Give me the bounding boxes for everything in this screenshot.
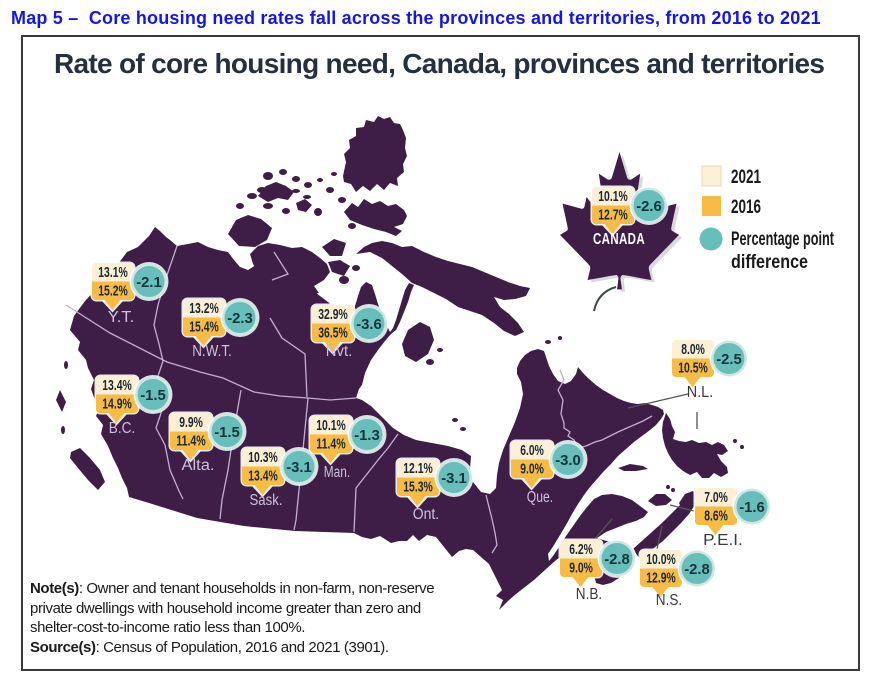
svg-text:10.0%: 10.0% [646,551,676,568]
svg-text:13.4%: 13.4% [248,468,278,485]
svg-text:-2.6: -2.6 [636,198,662,215]
svg-text:14.9%: 14.9% [102,396,132,413]
svg-text:Nvt.: Nvt. [326,343,352,360]
svg-text:CANADA: CANADA [593,231,645,248]
svg-text:-1.3: -1.3 [354,427,380,444]
svg-text:6.2%: 6.2% [569,541,593,558]
svg-text:-2.8: -2.8 [604,551,630,568]
svg-text:10.5%: 10.5% [678,360,708,377]
svg-text:-1.5: -1.5 [214,424,240,441]
svg-text:N.S.: N.S. [656,592,682,609]
svg-text:N.L.: N.L. [687,384,713,401]
svg-text:-3.6: -3.6 [356,316,382,333]
svg-text:12.9%: 12.9% [646,570,676,587]
svg-text:36.5%: 36.5% [318,325,348,342]
svg-text:2021: 2021 [731,167,761,188]
svg-text:Que.: Que. [527,489,553,506]
svg-text:-2.5: -2.5 [716,351,742,368]
svg-text:-3.1: -3.1 [286,459,312,476]
svg-text:10.1%: 10.1% [316,417,346,434]
svg-text:B.C.: B.C. [109,420,135,437]
svg-text:11.4%: 11.4% [176,433,206,450]
svg-text:9.0%: 9.0% [520,461,544,478]
svg-text:15.4%: 15.4% [189,319,219,336]
svg-text:-2.8: -2.8 [684,561,710,578]
svg-text:Alta.: Alta. [182,457,215,474]
svg-text:15.3%: 15.3% [403,479,433,496]
svg-text:13.2%: 13.2% [189,300,219,317]
svg-text:-2.3: -2.3 [227,310,253,327]
svg-text:13.4%: 13.4% [102,377,132,394]
svg-text:2016: 2016 [731,197,761,218]
svg-text:Man.: Man. [324,464,350,481]
svg-text:32.9%: 32.9% [318,306,348,323]
svg-text:N.W.T.: N.W.T. [192,343,232,360]
svg-text:Y.T.: Y.T. [108,309,134,326]
svg-text:-1.5: -1.5 [140,387,166,404]
svg-text:11.4%: 11.4% [316,436,346,453]
svg-text:-2.1: -2.1 [136,274,162,291]
svg-text:10.3%: 10.3% [248,449,278,466]
svg-text:7.0%: 7.0% [704,489,728,506]
svg-text:Ont.: Ont. [413,506,439,523]
svg-text:-3.0: -3.0 [555,452,581,469]
svg-text:-1.6: -1.6 [739,499,765,516]
svg-text:10.1%: 10.1% [598,188,628,205]
svg-text:15.2%: 15.2% [98,283,128,300]
svg-text:difference: difference [731,252,808,273]
svg-text:12.7%: 12.7% [598,207,628,224]
svg-text:9.0%: 9.0% [569,560,593,577]
svg-text:13.1%: 13.1% [98,264,128,281]
svg-text:12.1%: 12.1% [403,460,433,477]
svg-text:Percentage point: Percentage point [731,229,834,250]
svg-text:P.E.I.: P.E.I. [703,532,743,549]
svg-text:Sask.: Sask. [250,492,283,509]
svg-text:8.6%: 8.6% [704,508,728,525]
svg-text:-3.1: -3.1 [441,470,467,487]
svg-text:N.B.: N.B. [576,586,602,603]
svg-text:9.9%: 9.9% [179,414,203,431]
svg-text:6.0%: 6.0% [520,442,544,459]
svg-text:8.0%: 8.0% [681,341,705,358]
